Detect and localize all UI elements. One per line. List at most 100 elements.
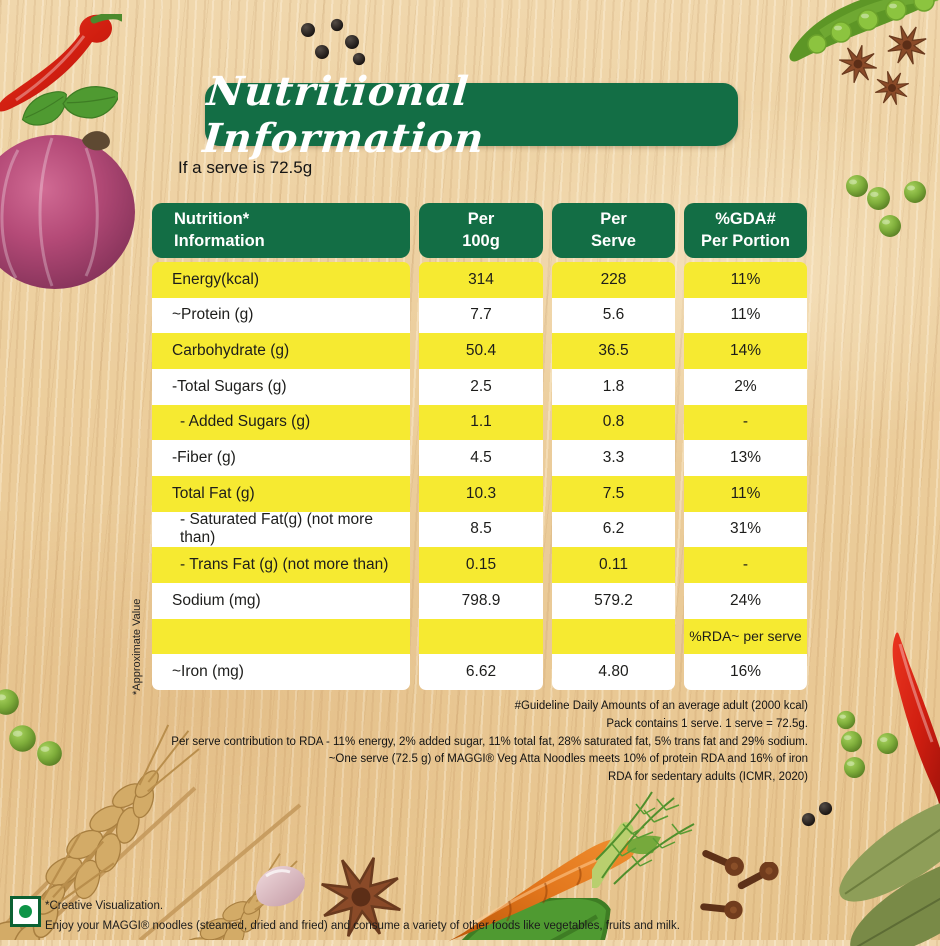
table-cell-gda-row-2: 14% bbox=[684, 333, 807, 369]
table-cell-per_serve-row-0: 228 bbox=[552, 262, 675, 298]
table-cell-gda-row-5: 13% bbox=[684, 440, 807, 476]
table-cell-label-row-3: -Total Sugars (g) bbox=[152, 368, 410, 405]
pea-pod-icon bbox=[789, 0, 939, 62]
column-header-nutrition-information: Nutrition* Information bbox=[152, 203, 410, 258]
column-gda: %GDA# Per Portion 11% 11% 14% 2% -13% 11% 31% -… bbox=[684, 203, 807, 690]
column-header-per-serve: Per Serve bbox=[552, 203, 675, 258]
table-cell-per100-row-4: 1.1 bbox=[419, 404, 543, 441]
table-cell-per_serve-row-11: 4.80 bbox=[552, 654, 675, 690]
column-per-100g: Per 100g 314 7.7 50.4 2.5 1.1 4.5 10.3 8.5 0.15 7… bbox=[419, 203, 543, 690]
table-cell-per_serve-row-2: 36.5 bbox=[552, 333, 675, 369]
table-cell-per100-row-5: 4.5 bbox=[419, 440, 543, 476]
table-cell-gda-row-6: 11% bbox=[684, 475, 807, 512]
column-body-gda: 11% 11% 14% 2% -13% 11% 31% -24% %RDA~ per serve… bbox=[684, 262, 807, 690]
table-cell-per_serve-row-10 bbox=[552, 618, 675, 655]
table-cell-gda-row-11: 16% bbox=[684, 654, 807, 690]
pea-icon bbox=[836, 710, 856, 730]
column-per-serve: Per Serve 228 5.6 36.5 1.8 0.8 3.3 7.5 6.2 0.11 5… bbox=[552, 203, 675, 690]
column-body-labels: Energy(kcal) ~Protein (g) Carbohydrate (g)… bbox=[152, 262, 410, 690]
table-cell-per100-row-0: 314 bbox=[419, 262, 543, 298]
peppercorn-icon bbox=[301, 23, 315, 37]
clove-icon bbox=[700, 897, 744, 921]
column-nutrition-labels: Nutrition* Information Energy(kcal) ~Prot… bbox=[152, 203, 410, 690]
peppercorn-icon bbox=[315, 45, 329, 59]
star-anise-icon bbox=[838, 44, 878, 84]
basil-leaf-icon bbox=[62, 78, 118, 126]
table-cell-gda-row-4: - bbox=[684, 404, 807, 441]
table-cell-label-row-6: Total Fat (g) bbox=[152, 475, 410, 512]
footnote-gda: #Guideline Daily Amounts of an average a… bbox=[514, 700, 808, 712]
footnote-one-serve: ~One serve (72.5 g) of MAGGI® Veg Atta N… bbox=[328, 753, 808, 766]
table-cell-label-row-8: - Trans Fat (g) (not more than) bbox=[152, 547, 410, 583]
page-title: Nutritional Information bbox=[200, 67, 487, 162]
pea-icon bbox=[867, 187, 890, 210]
clove-icon bbox=[736, 862, 782, 892]
table-cell-per100-row-8: 0.15 bbox=[419, 547, 543, 583]
table-cell-label-row-7: - Saturated Fat(g) (not more than) bbox=[152, 511, 410, 548]
table-cell-label-row-11: ~Iron (mg) bbox=[152, 654, 410, 690]
table-cell-per100-row-2: 50.4 bbox=[419, 333, 543, 369]
title-banner: Nutritional Information bbox=[201, 68, 738, 162]
table-cell-per_serve-row-6: 7.5 bbox=[552, 475, 675, 512]
table-cell-gda-row-3: 2% bbox=[684, 368, 807, 405]
table-cell-label-row-1: ~Protein (g) bbox=[152, 297, 410, 334]
table-cell-per100-row-7: 8.5 bbox=[419, 511, 543, 548]
table-cell-gda-row-9: 24% bbox=[684, 582, 807, 619]
garlic-clove-icon bbox=[256, 866, 305, 907]
table-cell-gda-row-8: - bbox=[684, 547, 807, 583]
peppercorn-icon bbox=[352, 52, 366, 66]
carrot-greens-icon bbox=[592, 791, 695, 888]
legal-text: *Creative Visualization. Enjoy your MAGG… bbox=[45, 897, 680, 936]
pea-icon bbox=[876, 732, 899, 755]
table-cell-label-row-0: Energy(kcal) bbox=[152, 262, 410, 298]
table-cell-gda-row-7: 31% bbox=[684, 511, 807, 548]
red-chili-icon bbox=[0, 14, 122, 112]
footnote-pack: Pack contains 1 serve. 1 serve = 72.5g. bbox=[606, 717, 808, 730]
enjoy-note: Enjoy your MAGGI® noodles (steamed, drie… bbox=[45, 919, 680, 932]
table-cell-per100-row-3: 2.5 bbox=[419, 368, 543, 405]
table-cell-per_serve-row-3: 1.8 bbox=[552, 368, 675, 405]
table-cell-per100-row-6: 10.3 bbox=[419, 475, 543, 512]
peppercorn-icon bbox=[345, 35, 359, 49]
pea-icon bbox=[879, 215, 901, 237]
table-cell-per_serve-row-9: 579.2 bbox=[552, 582, 675, 619]
table-cell-per100-row-10 bbox=[419, 618, 543, 655]
red-onion-icon bbox=[0, 131, 135, 289]
pea-icon bbox=[843, 756, 866, 779]
vegetarian-mark-icon bbox=[10, 896, 41, 927]
column-body-per-serve: 228 5.6 36.5 1.8 0.8 3.3 7.5 6.2 0.11 579.2 4.80 bbox=[552, 262, 675, 690]
pea-icon bbox=[840, 730, 863, 753]
serve-size-note: If a serve is 72.5g bbox=[178, 158, 313, 177]
table-cell-per_serve-row-7: 6.2 bbox=[552, 511, 675, 548]
approximate-value-note: *Approximate Value bbox=[131, 598, 143, 695]
column-header-gda-per-portion: %GDA# Per Portion bbox=[684, 203, 807, 258]
column-body-per-100g: 314 7.7 50.4 2.5 1.1 4.5 10.3 8.5 0.15 798.9 6.62 bbox=[419, 262, 543, 690]
footnotes: #Guideline Daily Amounts of an average a… bbox=[171, 698, 808, 787]
veg-dot bbox=[19, 905, 32, 918]
table-cell-per100-row-1: 7.7 bbox=[419, 297, 543, 334]
pea-icon bbox=[904, 181, 926, 203]
table-cell-per_serve-row-4: 0.8 bbox=[552, 404, 675, 441]
star-anise-icon bbox=[886, 24, 928, 66]
table-cell-per100-row-9: 798.9 bbox=[419, 582, 543, 619]
table-cell-label-row-2: Carbohydrate (g) bbox=[152, 333, 410, 369]
table-cell-label-row-9: Sodium (mg) bbox=[152, 582, 410, 619]
red-chili-icon bbox=[892, 632, 940, 810]
table-cell-label-row-5: -Fiber (g) bbox=[152, 440, 410, 476]
table-cell-per_serve-row-1: 5.6 bbox=[552, 297, 675, 334]
footnote-icmr: RDA for sedentary adults (ICMR, 2020) bbox=[607, 771, 808, 784]
table-cell-label-row-4: - Added Sugars (g) bbox=[152, 404, 410, 441]
table-cell-per_serve-row-8: 0.11 bbox=[552, 547, 675, 583]
table-cell-gda-row-1: 11% bbox=[684, 297, 807, 334]
footnote-rda-contribution: Per serve contribution to RDA - 11% ener… bbox=[171, 735, 808, 748]
table-cell-gda-row-10: %RDA~ per serve bbox=[684, 618, 807, 655]
star-anise-icon bbox=[874, 70, 910, 106]
table-cell-per_serve-row-5: 3.3 bbox=[552, 440, 675, 476]
peppercorn-icon bbox=[330, 18, 344, 32]
table-cell-per100-row-11: 6.62 bbox=[419, 654, 543, 690]
column-header-per-100g: Per 100g bbox=[419, 203, 543, 258]
bay-leaves-icon bbox=[839, 796, 940, 946]
peppercorn-icon bbox=[801, 812, 816, 827]
creative-visualization-note: *Creative Visualization. bbox=[45, 900, 164, 912]
table-cell-label-row-10 bbox=[152, 618, 410, 655]
